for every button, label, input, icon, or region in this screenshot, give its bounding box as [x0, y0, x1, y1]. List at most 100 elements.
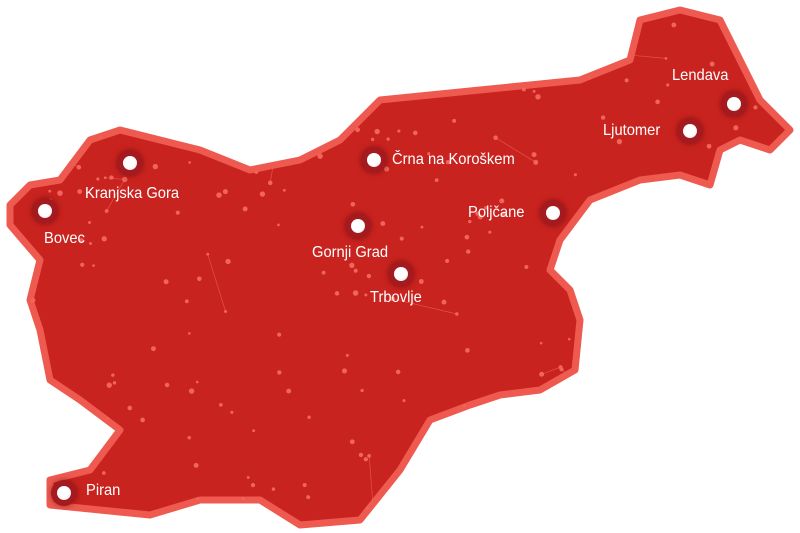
city-label-crna-na-koroskem[interactable]: Črna na Koroškem — [392, 151, 515, 168]
network-node — [595, 483, 601, 489]
network-node — [122, 176, 128, 183]
city-label-ljutomer[interactable]: Ljutomer — [603, 122, 661, 139]
network-node — [557, 15, 562, 20]
network-node — [349, 439, 355, 445]
network-node — [434, 178, 439, 183]
network-node — [666, 83, 670, 87]
network-node — [484, 206, 488, 210]
network-node — [653, 514, 660, 520]
network-node — [464, 234, 470, 240]
network-node — [19, 20, 23, 24]
network-node — [493, 135, 498, 141]
network-node — [18, 133, 23, 139]
network-line — [324, 57, 394, 67]
network-node — [393, 34, 398, 39]
network-node — [106, 382, 112, 388]
network-node — [164, 382, 170, 388]
network-line — [105, 177, 125, 180]
network-node — [341, 368, 348, 374]
network-node — [621, 478, 627, 484]
network-node — [374, 128, 380, 135]
network-node — [733, 125, 739, 131]
network-node — [254, 170, 259, 174]
network-node — [310, 136, 315, 141]
network-node — [696, 351, 701, 355]
city-marker-crna-na-koroskem[interactable] — [361, 147, 387, 173]
network-node — [703, 354, 707, 358]
network-node — [258, 90, 262, 94]
network-node — [643, 324, 647, 328]
city-label-poljcane[interactable]: Poljčane — [468, 204, 525, 221]
network-node — [640, 394, 644, 399]
network-node — [730, 450, 736, 456]
network-node — [88, 220, 91, 224]
city-marker-piran[interactable] — [51, 480, 77, 506]
city-label-trbovlje[interactable]: Trbovlje — [370, 289, 422, 306]
network-node — [756, 272, 761, 277]
network-node — [352, 52, 356, 56]
network-node — [324, 123, 328, 127]
city-label-bovec[interactable]: Bovec — [44, 230, 85, 247]
network-node — [664, 57, 668, 60]
network-node — [349, 262, 355, 268]
network-node — [443, 427, 448, 432]
network-node — [22, 167, 28, 172]
network-node — [445, 258, 450, 264]
network-node — [472, 81, 478, 87]
network-node — [452, 478, 458, 483]
network-node — [363, 457, 369, 462]
network-node — [111, 373, 115, 377]
network-node — [106, 416, 110, 421]
network-node — [616, 365, 621, 369]
network-node — [20, 412, 26, 418]
network-node — [740, 507, 745, 512]
network-node — [715, 364, 719, 368]
network-node — [522, 455, 528, 460]
city-marker-poljcane[interactable] — [540, 200, 566, 226]
network-node — [696, 379, 701, 384]
network-node — [76, 81, 80, 85]
network-node — [30, 264, 35, 268]
network-node — [503, 435, 508, 439]
network-node — [364, 293, 368, 297]
network-node — [624, 78, 629, 83]
network-node — [109, 175, 114, 180]
network-node — [494, 52, 499, 57]
city-marker-bovec[interactable] — [32, 198, 58, 224]
network-node — [201, 133, 206, 138]
city-marker-ljutomer[interactable] — [677, 118, 703, 144]
network-node — [71, 18, 76, 23]
network-node — [669, 394, 674, 399]
city-label-gornji-grad[interactable]: Gornji Grad — [312, 244, 389, 261]
city-marker-trbovlje[interactable] — [388, 261, 414, 287]
network-node — [706, 143, 712, 149]
network-node — [73, 91, 79, 97]
network-line — [207, 254, 226, 312]
network-node — [206, 252, 210, 256]
city-marker-gornji-grad[interactable] — [345, 213, 371, 239]
city-label-piran[interactable]: Piran — [86, 482, 121, 499]
city-marker-kranjska-gora[interactable] — [117, 150, 143, 176]
network-node — [518, 11, 523, 17]
network-node — [277, 370, 282, 375]
network-node — [196, 497, 200, 501]
network-node — [531, 152, 537, 158]
network-node — [112, 381, 117, 385]
network-node — [80, 262, 85, 267]
network-node — [253, 19, 258, 24]
network-node — [140, 417, 145, 423]
network-node — [440, 20, 445, 25]
network-node — [276, 127, 282, 132]
network-node — [532, 89, 536, 93]
city-label-lendava[interactable]: Lendava — [672, 67, 729, 84]
network-node — [57, 190, 63, 196]
network-node — [766, 293, 772, 299]
city-label-kranjska-gora[interactable]: Kranjska Gora — [85, 185, 180, 202]
network-node — [77, 189, 83, 195]
network-node — [747, 163, 753, 169]
network-node — [757, 321, 763, 326]
network-node — [89, 242, 92, 245]
network-node — [10, 259, 12, 263]
city-marker-lendava[interactable] — [721, 91, 747, 117]
network-node — [429, 474, 433, 479]
